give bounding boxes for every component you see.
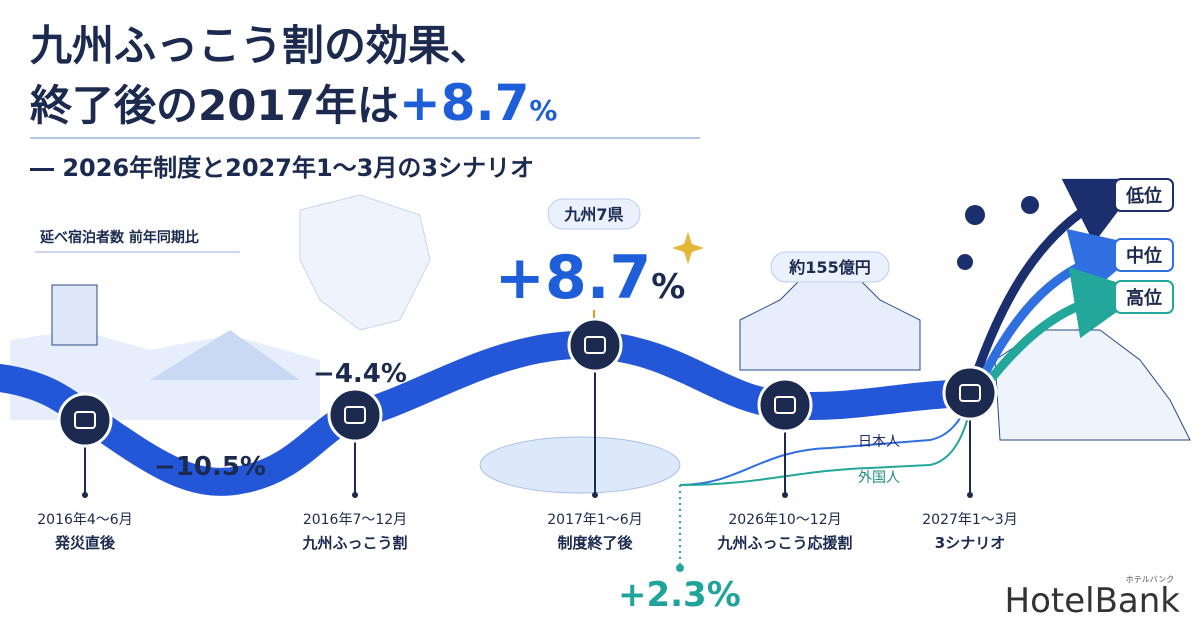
title-line2: 終了後の2017年は+8.7% <box>30 74 557 132</box>
foreign-label: 外国人 <box>858 470 900 486</box>
domestic-line <box>679 404 969 486</box>
sparkle <box>672 232 704 264</box>
badge <box>547 198 641 230</box>
flower <box>957 254 973 270</box>
breakdown-value: +2.3% <box>618 575 741 615</box>
train-scene <box>994 329 1191 441</box>
milestone-dot <box>782 492 788 498</box>
scenario-arrow <box>976 267 1146 396</box>
value-unit: % <box>651 267 685 307</box>
milestone-icon <box>584 336 606 354</box>
scenario-arrow <box>965 178 1143 395</box>
metric-label: 延べ宿泊者数 前年同期比 <box>39 229 199 246</box>
milestone-node <box>757 377 813 433</box>
milestone-date: 2016年7〜12月 <box>303 512 407 528</box>
milestone-node <box>57 392 113 448</box>
milestone-node <box>567 317 623 373</box>
volcano <box>150 330 300 380</box>
value-label: +8.7% <box>495 243 686 313</box>
milestone-dot <box>82 492 88 498</box>
milestone-label: 3シナリオ <box>935 534 1005 552</box>
scenario-label: 中位 <box>1126 245 1162 267</box>
foreign-line <box>679 409 971 486</box>
value-label: −4.4% <box>313 359 407 389</box>
scenario-label: 高位 <box>1126 287 1162 309</box>
milestone-label: 九州ふっこう割 <box>301 534 407 552</box>
milestone-date: 2026年10〜12月 <box>728 512 841 528</box>
scenario-box <box>1114 280 1174 314</box>
logo: HotelBank <box>1005 581 1181 621</box>
kyushu-map <box>299 194 431 331</box>
milestone-label: 制度終了後 <box>557 534 633 552</box>
flower <box>1021 196 1039 214</box>
milestone-icon <box>344 406 366 424</box>
scenario-arrow <box>970 228 1145 395</box>
flower <box>965 205 985 225</box>
milestone-icon <box>74 411 96 429</box>
scenario-label: 低位 <box>1125 185 1162 207</box>
logo-kana: ホテルバンク <box>1126 575 1174 584</box>
scenario-box <box>1114 178 1174 212</box>
value-main: +8.7 <box>495 243 652 313</box>
milestone-date: 2016年4〜6月 <box>37 512 132 528</box>
building <box>51 284 98 346</box>
milestone-dot <box>592 492 598 498</box>
subtitle: ― 2026年制度と2027年1〜3月の3シナリオ <box>30 154 534 182</box>
milestone-label: 発災直後 <box>54 534 116 552</box>
title-prefix: 終了後の2017年は <box>30 81 399 130</box>
milestone-date: 2017年1〜6月 <box>547 512 642 528</box>
milestone-node <box>942 365 998 421</box>
castle <box>739 279 921 371</box>
connector-dot <box>676 564 684 572</box>
title-unit: % <box>529 94 557 127</box>
milestone-icon <box>774 396 796 414</box>
milestone-icon <box>959 384 981 402</box>
milestone-dot <box>352 492 358 498</box>
onsen <box>479 436 681 494</box>
scenario-box <box>1114 238 1174 272</box>
domestic-label: 日本人 <box>858 434 900 450</box>
title-line1: 九州ふっこう割の効果、 <box>30 21 492 70</box>
milestone-dot <box>967 492 973 498</box>
badge <box>770 251 890 283</box>
milestone-node <box>327 387 383 443</box>
milestone-date: 2027年1〜3月 <box>922 512 1017 528</box>
badge-text: 約155億円 <box>788 258 870 277</box>
value-label: −10.5% <box>154 452 266 482</box>
milestone-label: 九州ふっこう応援割 <box>716 534 852 552</box>
title-highlight: +8.7 <box>399 74 529 132</box>
badge-text: 九州7県 <box>563 205 623 224</box>
